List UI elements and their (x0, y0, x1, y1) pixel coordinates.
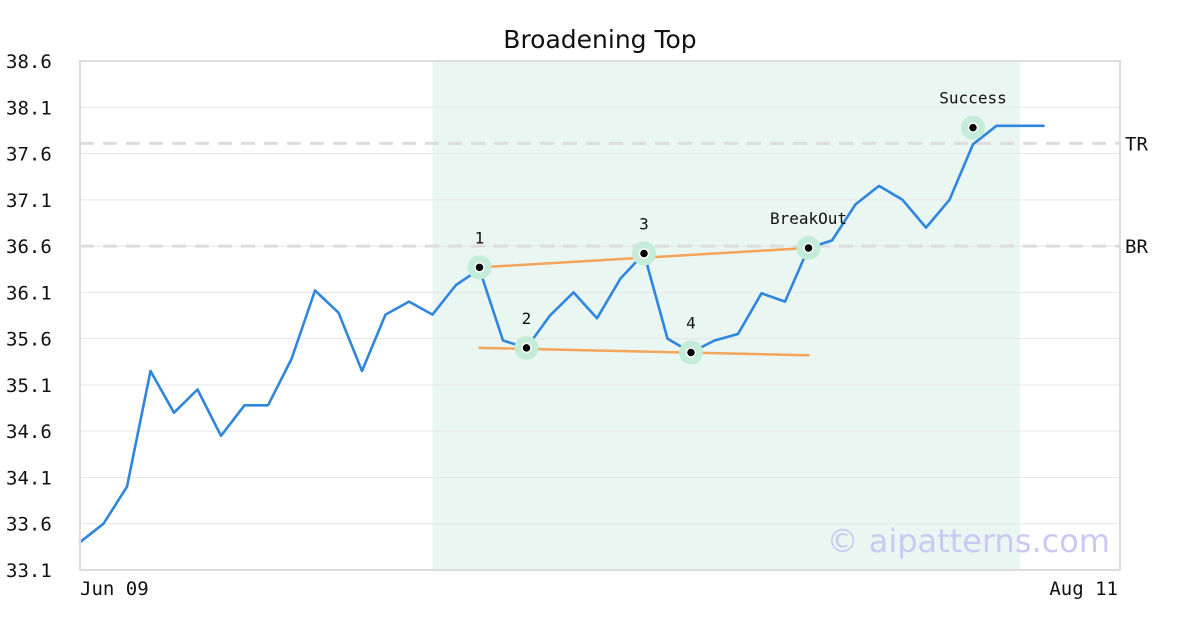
pivot-marker-dot (474, 262, 485, 273)
pivot-marker-dot (521, 342, 532, 354)
reference-line-label: BR (1125, 236, 1148, 258)
y-tick-label: 36.6 (6, 236, 52, 258)
y-tick-label: 38.6 (6, 51, 52, 73)
pivot-marker-dot (967, 122, 979, 133)
pivot-marker-label: 3 (639, 214, 649, 233)
reference-lines-layer: TR BR (80, 133, 1148, 258)
highlight-band (432, 61, 1020, 570)
watermark: © aipatterns.com (827, 522, 1110, 560)
pivot-markers-layer: 1 2 3 4 BreakOut Success (467, 89, 1007, 365)
y-tick-label: 35.6 (6, 329, 52, 351)
y-tick-label: 33.6 (6, 514, 52, 536)
pivot-marker-label: 4 (686, 314, 696, 333)
pivot-marker-label: Success (939, 89, 1006, 108)
y-tick-label: 34.1 (6, 467, 52, 489)
plot-frame (79, 60, 1121, 571)
x-tick-label: Aug 11 (1049, 578, 1118, 600)
pivot-marker-dot (638, 248, 650, 259)
y-tick-label: 37.1 (6, 190, 52, 212)
chart-title: Broadening Top (503, 25, 696, 54)
axis-labels-layer: 33.1 33.6 34.1 34.6 35.1 35.6 36.1 36.6 37.1 37.6… (6, 51, 1118, 600)
y-tick-label: 37.6 (6, 144, 52, 166)
pivot-marker-label: 1 (475, 228, 485, 247)
y-tick-label: 34.6 (6, 421, 52, 443)
pivot-marker-label: 2 (522, 309, 532, 328)
pivot-marker-dot (803, 242, 814, 254)
price-series-layer (78, 124, 1045, 544)
x-tick-label: Jun 09 (80, 578, 149, 600)
y-tick-label: 38.1 (6, 97, 52, 119)
highlight-band-layer (432, 61, 1020, 570)
pivot-marker-dot (685, 347, 697, 358)
price-line (78, 124, 1045, 544)
pivot-marker-label: BreakOut (770, 209, 847, 228)
reference-line-label: TR (1125, 133, 1148, 155)
y-tick-label: 36.1 (6, 282, 52, 304)
y-tick-label: 33.1 (6, 560, 52, 582)
y-tick-label: 35.1 (6, 375, 52, 397)
